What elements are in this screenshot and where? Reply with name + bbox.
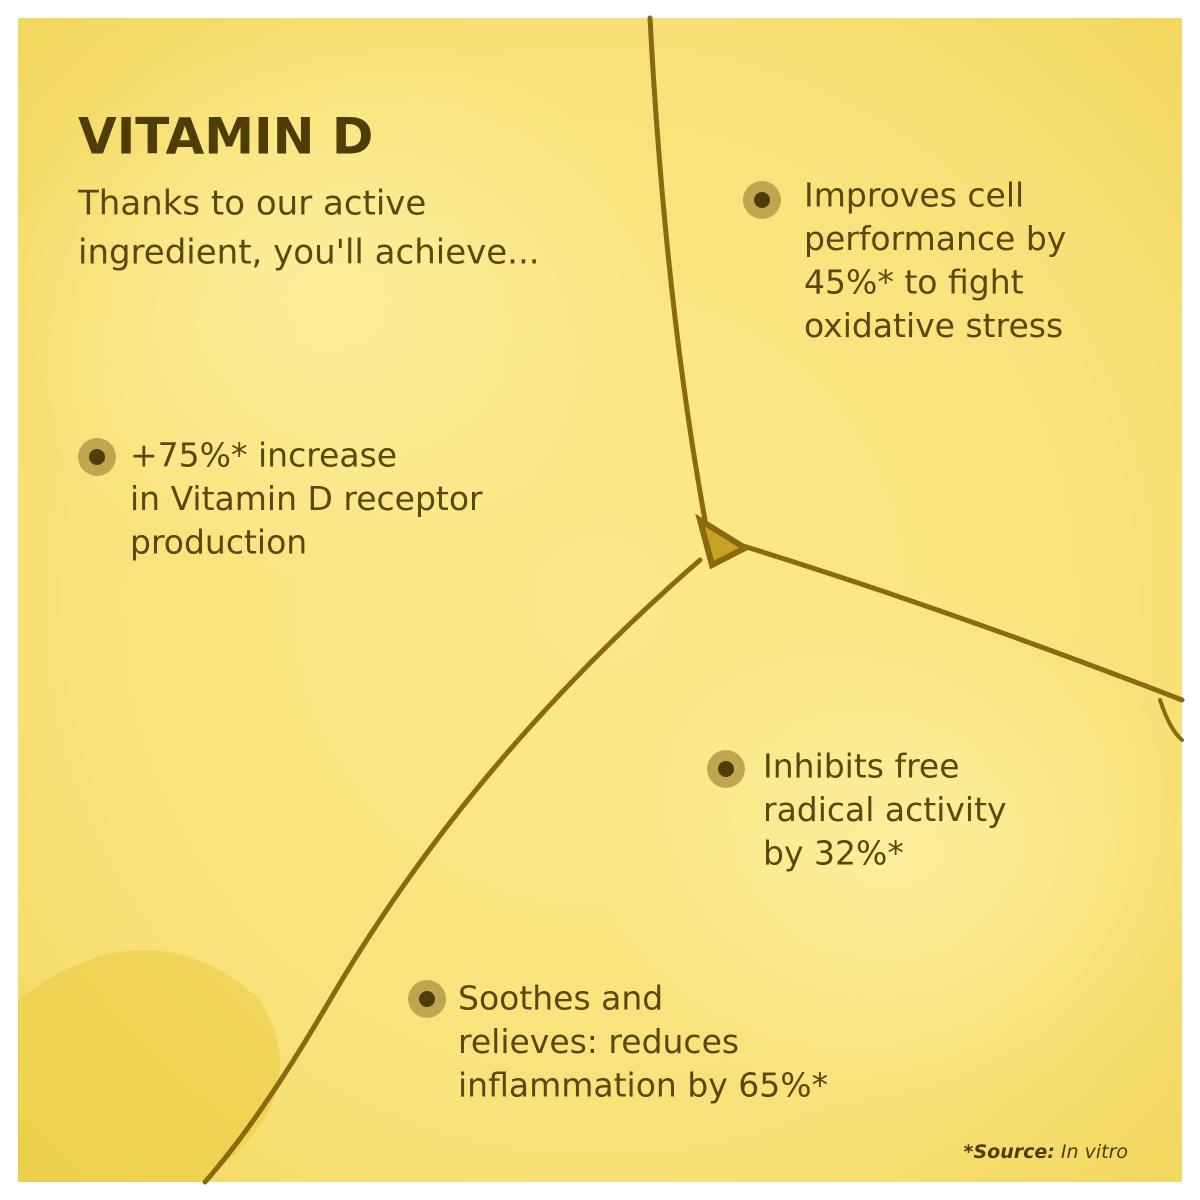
title: VITAMIN D xyxy=(78,108,373,166)
subtitle: Thanks to our active xyxy=(77,184,426,224)
benefit-text: Soothes and xyxy=(458,979,663,1018)
source-text: In vitro xyxy=(1061,1141,1128,1163)
benefit-text: Improves cell xyxy=(804,176,1024,215)
benefit-text: 45%* to fight xyxy=(804,263,1024,302)
bullet-dot xyxy=(718,761,734,777)
benefit-text: oxidative stress xyxy=(804,306,1063,345)
benefit-text: production xyxy=(130,523,307,562)
bullet-dot xyxy=(419,991,435,1007)
benefit-text: performance by xyxy=(804,219,1066,258)
glow xyxy=(600,590,1200,1110)
glow xyxy=(0,20,660,580)
benefit-text: inflammation by 65%* xyxy=(458,1066,828,1105)
bullet-dot xyxy=(89,449,105,465)
bullet-dot xyxy=(754,192,770,208)
benefit-text: by 32%* xyxy=(763,834,904,873)
source-label: *Source: xyxy=(964,1141,1055,1163)
shadow xyxy=(18,950,280,1182)
benefit-text: +75%* increase xyxy=(130,436,397,475)
subtitle: ingredient, you'll achieve... xyxy=(78,233,540,273)
benefit-text: Inhibits free xyxy=(763,747,960,786)
benefit-text: radical activity xyxy=(763,790,1007,829)
benefit-text: relieves: reduces xyxy=(458,1022,739,1061)
source-note: *Source: In vitro xyxy=(964,1141,1128,1163)
benefit-text: in Vitamin D receptor xyxy=(130,479,483,518)
bubble-borders xyxy=(202,15,1185,1185)
